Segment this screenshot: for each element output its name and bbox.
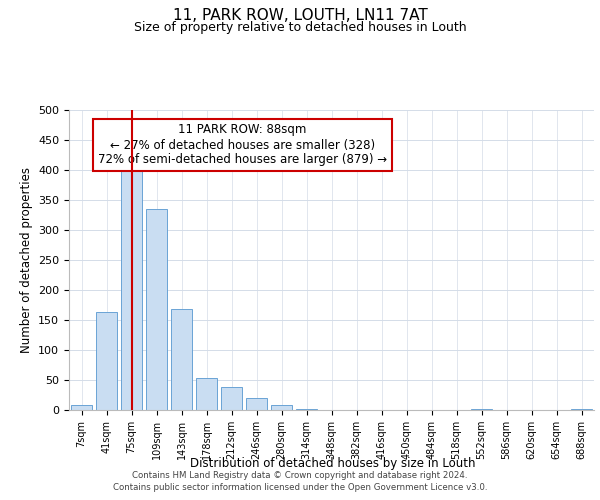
Text: 11, PARK ROW, LOUTH, LN11 7AT: 11, PARK ROW, LOUTH, LN11 7AT [173, 8, 427, 22]
Bar [271, 405, 292, 410]
Text: Contains HM Land Registry data © Crown copyright and database right 2024.
Contai: Contains HM Land Registry data © Crown c… [113, 471, 487, 492]
Bar [296, 409, 317, 410]
Y-axis label: Number of detached properties: Number of detached properties [20, 167, 32, 353]
Bar [196, 378, 217, 410]
Bar [246, 398, 267, 410]
Bar [171, 309, 192, 410]
Bar [121, 158, 142, 410]
Text: 11 PARK ROW: 88sqm
← 27% of detached houses are smaller (328)
72% of semi-detach: 11 PARK ROW: 88sqm ← 27% of detached hou… [98, 124, 387, 166]
Bar [96, 312, 117, 410]
Bar [71, 405, 92, 410]
Bar [221, 387, 242, 410]
Bar [146, 209, 167, 410]
Text: Distribution of detached houses by size in Louth: Distribution of detached houses by size … [190, 458, 476, 470]
Text: Size of property relative to detached houses in Louth: Size of property relative to detached ho… [134, 21, 466, 34]
